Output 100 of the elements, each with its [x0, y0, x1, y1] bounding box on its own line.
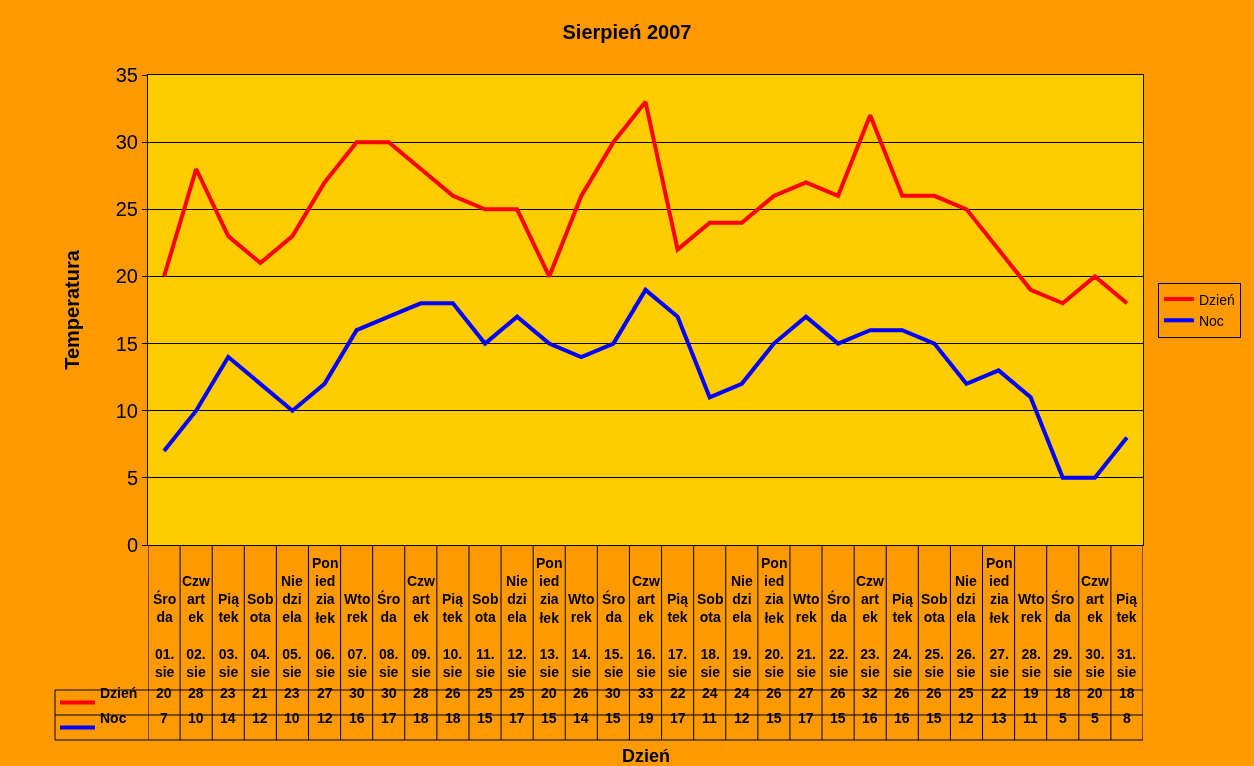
y-tick-label: 0 [126, 534, 138, 556]
data-label: 15 [926, 710, 942, 726]
data-label: 15 [605, 710, 621, 726]
data-label: 12 [317, 710, 333, 726]
data-label: 16 [862, 710, 878, 726]
data-label: 7 [160, 710, 168, 726]
y-tick-label: 20 [115, 265, 138, 288]
y-tick-label: 25 [115, 198, 138, 221]
data-label: 23 [220, 685, 236, 701]
category-label: Piątek 10. sie [442, 591, 464, 680]
data-label: 23 [284, 685, 300, 701]
data-label: 26 [573, 685, 589, 701]
data-label: 18 [1119, 685, 1135, 701]
category-label: Wtorek 21. sie [793, 591, 820, 680]
legend-label: Noc [1198, 312, 1224, 329]
category-label: Środa 15. sie [602, 591, 626, 680]
data-label: 26 [766, 685, 782, 701]
category-label: Niedziela 12. sie [506, 573, 528, 680]
data-label: 28 [188, 685, 204, 701]
data-label: 15 [766, 710, 782, 726]
y-tick-label: 35 [115, 64, 138, 86]
y-tick-label: 30 [115, 131, 138, 154]
text: Dzień [622, 746, 671, 766]
data-label: 33 [638, 685, 654, 701]
data-label: 32 [862, 685, 878, 701]
category-label: Środa 01. sie [153, 591, 177, 680]
category-label: Poniedziałek 06. sie [312, 555, 339, 681]
data-label: 26 [894, 685, 910, 701]
category-label: Piątek 03. sie [218, 591, 240, 680]
category-label: Sobota 04. sie [247, 591, 274, 680]
line-series [162, 99, 1129, 306]
category-label: Sobota 11. sie [472, 591, 499, 680]
category-label: Poniedziałek 13. sie [536, 555, 563, 681]
y-tick-label: 15 [115, 332, 138, 355]
category-label: Niedziela 19. sie [731, 573, 753, 680]
data-label: 17 [798, 710, 814, 726]
category-label: Poniedziałek 27. sie [986, 555, 1013, 681]
data-label: 18 [1055, 685, 1071, 701]
data-label: 12 [734, 710, 750, 726]
category-label: Piątek 31. sie [1116, 591, 1138, 680]
data-label: 27 [798, 685, 814, 701]
data-label: 8 [1123, 710, 1131, 726]
data-label: 10 [188, 710, 204, 726]
data-label: 24 [702, 685, 718, 701]
data-label: 22 [991, 685, 1007, 701]
category-label: Niedziela 05. sie [281, 573, 303, 680]
data-label: 18 [413, 710, 429, 726]
data-label: 25 [509, 685, 525, 701]
data-label: 17 [670, 710, 686, 726]
category-label: Piątek 24. sie [892, 591, 914, 680]
category-label: Czwartek 16. sie [632, 573, 660, 680]
data-label: 16 [894, 710, 910, 726]
category-label: Piątek 17. sie [667, 591, 689, 680]
data-label: 20 [1087, 685, 1103, 701]
data-label: 25 [477, 685, 493, 701]
data-label: 15 [541, 710, 557, 726]
category-label: Poniedziałek 20. sie [761, 555, 788, 681]
data-label: 28 [413, 685, 429, 701]
data-label: 19 [638, 710, 654, 726]
data-label: 25 [958, 685, 974, 701]
category-label: Czwartek 23. sie [856, 573, 884, 680]
data-label: 22 [670, 685, 686, 701]
data-label: 13 [991, 710, 1007, 726]
text: Noc [100, 710, 127, 726]
y-tick-label: 5 [126, 466, 138, 489]
category-label: Niedziela 26. sie [955, 573, 977, 680]
legend-label: Dzień [1198, 291, 1235, 308]
category-label: Czwartek 09. sie [407, 573, 435, 680]
data-label: 26 [830, 685, 846, 701]
data-label: 14 [220, 710, 236, 726]
category-label: Środa 22. sie [827, 591, 851, 680]
data-label: 12 [252, 710, 268, 726]
category-label: Środa 29. sie [1051, 591, 1075, 680]
data-label: 17 [509, 710, 525, 726]
data-label: 12 [958, 710, 974, 726]
data-label: 27 [317, 685, 333, 701]
data-label: 30 [381, 685, 397, 701]
data-label: 15 [830, 710, 846, 726]
y-axis-title: Temperatura [61, 249, 84, 370]
line-series [162, 287, 1129, 480]
data-label: 19 [1023, 685, 1039, 701]
data-label: 24 [734, 685, 750, 701]
text: Dzień [100, 685, 138, 701]
data-label: 17 [381, 710, 397, 726]
data-label: 15 [477, 710, 493, 726]
category-label: Wtorek 07. sie [344, 591, 371, 680]
category-label: Sobota 25. sie [921, 591, 948, 680]
category-label: Czwartek 02. sie [182, 573, 210, 680]
category-label: Czwartek 30. sie [1081, 573, 1109, 680]
data-label: 14 [573, 710, 589, 726]
data-label: 11 [1023, 710, 1039, 726]
data-label: 16 [349, 710, 365, 726]
category-label: Wtorek 14. sie [568, 591, 595, 680]
data-label: 26 [926, 685, 942, 701]
data-label: 20 [541, 685, 557, 701]
data-label: 26 [445, 685, 461, 701]
category-label: Wtorek 28. sie [1018, 591, 1045, 680]
y-tick-label: 10 [115, 399, 138, 422]
category-label: Sobota 18. sie [697, 591, 724, 680]
chart-title: Sierpień 2007 [562, 21, 692, 43]
